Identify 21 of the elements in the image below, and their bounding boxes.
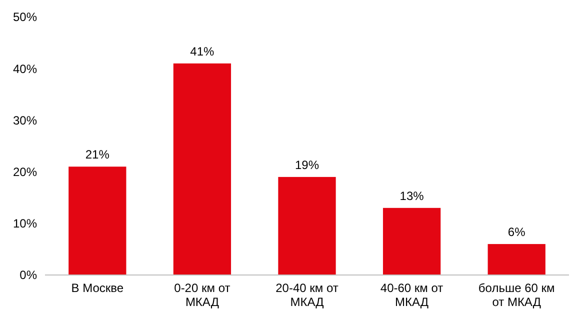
x-tick-label: 0-20 км от МКАД [174,281,231,309]
data-label: 41% [190,44,215,58]
x-tick-label: В Москве [71,281,124,295]
y-tick-label: 20% [12,165,38,179]
bar [173,63,232,275]
data-label: 6% [508,225,526,240]
y-tick-label: 10% [12,216,38,231]
y-tick-label: 50% [12,10,38,24]
y-tick-label: 40% [12,62,38,76]
y-tick-label: 0% [20,268,38,282]
data-label: 21% [85,148,110,162]
data-label: 13% [400,188,424,203]
bar [488,244,546,275]
x-tick-label: 40-60 км от МКАД [380,281,444,309]
x-tick-label: больше 60 км от МКАД [478,281,555,309]
y-tick-label: 30% [12,113,38,128]
bar [68,166,126,275]
bar [278,176,336,275]
bar [382,208,441,275]
data-label: 19% [294,158,320,172]
x-tick-label: 20-40 км от МКАД [276,281,339,309]
